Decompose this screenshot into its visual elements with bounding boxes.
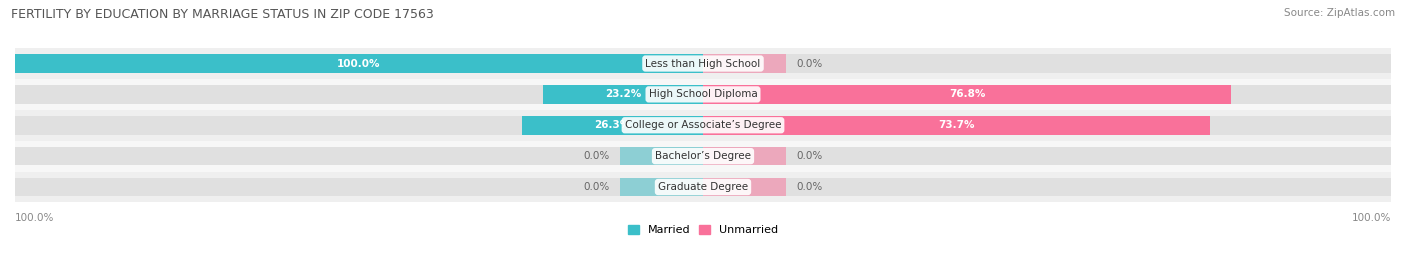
- Bar: [15, 172, 1391, 203]
- Bar: [15, 85, 1391, 104]
- Bar: [15, 141, 1391, 172]
- Text: 26.3%: 26.3%: [595, 120, 631, 130]
- Bar: [15, 48, 1391, 79]
- Text: Source: ZipAtlas.com: Source: ZipAtlas.com: [1284, 8, 1395, 18]
- Text: 100.0%: 100.0%: [1351, 213, 1391, 223]
- Bar: [620, 147, 703, 165]
- Text: 100.0%: 100.0%: [337, 59, 381, 69]
- Bar: [543, 85, 703, 104]
- Text: Less than High School: Less than High School: [645, 59, 761, 69]
- Text: Graduate Degree: Graduate Degree: [658, 182, 748, 192]
- Bar: [703, 147, 786, 165]
- Bar: [15, 79, 1391, 110]
- Legend: Married, Unmarried: Married, Unmarried: [623, 220, 783, 240]
- Bar: [522, 116, 703, 134]
- Bar: [15, 178, 1391, 196]
- Bar: [15, 110, 1391, 141]
- Bar: [15, 54, 703, 73]
- Bar: [703, 54, 786, 73]
- Text: High School Diploma: High School Diploma: [648, 89, 758, 99]
- Text: 0.0%: 0.0%: [796, 182, 823, 192]
- Text: College or Associate’s Degree: College or Associate’s Degree: [624, 120, 782, 130]
- Bar: [15, 147, 1391, 165]
- Text: 23.2%: 23.2%: [605, 89, 641, 99]
- Text: 0.0%: 0.0%: [583, 182, 610, 192]
- Bar: [703, 116, 1211, 134]
- Bar: [703, 178, 786, 196]
- Bar: [620, 178, 703, 196]
- Bar: [703, 85, 1232, 104]
- Text: 0.0%: 0.0%: [583, 151, 610, 161]
- Text: 0.0%: 0.0%: [796, 59, 823, 69]
- Bar: [15, 116, 1391, 134]
- Text: 100.0%: 100.0%: [15, 213, 55, 223]
- Bar: [15, 54, 1391, 73]
- Text: 76.8%: 76.8%: [949, 89, 986, 99]
- Text: Bachelor’s Degree: Bachelor’s Degree: [655, 151, 751, 161]
- Text: 0.0%: 0.0%: [796, 151, 823, 161]
- Text: FERTILITY BY EDUCATION BY MARRIAGE STATUS IN ZIP CODE 17563: FERTILITY BY EDUCATION BY MARRIAGE STATU…: [11, 8, 434, 21]
- Text: 73.7%: 73.7%: [938, 120, 974, 130]
